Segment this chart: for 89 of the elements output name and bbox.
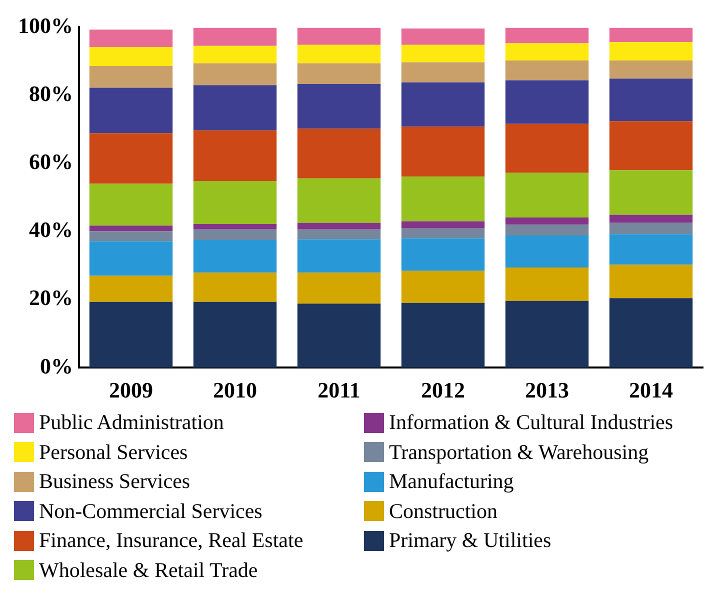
bar xyxy=(297,128,381,178)
bar xyxy=(297,63,381,84)
bar xyxy=(193,272,277,302)
legend-label: Business Services xyxy=(39,469,190,494)
bar xyxy=(609,234,693,265)
bar xyxy=(609,214,693,223)
bar xyxy=(89,226,173,232)
bar xyxy=(297,84,381,129)
bar xyxy=(401,62,485,82)
x-tick-label: 2011 xyxy=(318,377,360,402)
bar xyxy=(193,181,277,224)
x-tick-label: 2013 xyxy=(525,377,569,402)
bar xyxy=(505,268,589,301)
y-tick-label: 60% xyxy=(29,149,73,174)
bar xyxy=(401,228,485,238)
legend-label: Public Administration xyxy=(39,410,224,436)
bar xyxy=(401,270,485,303)
bar xyxy=(297,28,381,45)
bar xyxy=(505,224,589,236)
bar xyxy=(401,44,485,62)
bar xyxy=(89,30,173,47)
bar xyxy=(609,264,693,298)
bar xyxy=(505,124,589,173)
x-tick-label: 2010 xyxy=(213,377,257,402)
x-tick-label: 2012 xyxy=(421,377,465,402)
bar xyxy=(89,133,173,184)
bar xyxy=(297,239,381,273)
bar xyxy=(505,60,589,80)
bar xyxy=(401,221,485,228)
bar xyxy=(89,231,173,242)
bar xyxy=(297,272,381,304)
bar xyxy=(89,46,173,66)
x-tick-label: 2009 xyxy=(109,377,153,402)
bar xyxy=(401,82,485,127)
y-tick-label: 40% xyxy=(29,217,73,242)
bar xyxy=(505,28,589,44)
bar xyxy=(609,28,693,42)
bar xyxy=(401,176,485,222)
bar xyxy=(401,126,485,177)
bar xyxy=(609,121,693,170)
bar xyxy=(297,304,381,368)
bar xyxy=(193,240,277,273)
bar xyxy=(193,130,277,182)
bar xyxy=(193,302,277,368)
bar xyxy=(609,60,693,79)
bar xyxy=(89,88,173,134)
bar xyxy=(609,298,693,368)
bar xyxy=(609,222,693,234)
bar xyxy=(89,241,173,276)
bar xyxy=(505,217,589,225)
legend-label: Non-Commercial Services xyxy=(39,498,262,524)
bar xyxy=(193,224,277,230)
bar xyxy=(609,78,693,122)
legend-label: Transportation & Warehousing xyxy=(389,440,649,465)
bar xyxy=(505,300,589,368)
bar xyxy=(401,28,485,45)
bar xyxy=(89,276,173,302)
bar xyxy=(193,46,277,64)
legend-label: Personal Services xyxy=(39,440,188,465)
bar xyxy=(609,170,693,215)
y-tick-label: 100% xyxy=(18,12,73,38)
legend-label: Construction xyxy=(389,498,498,524)
bar xyxy=(297,44,381,64)
bar xyxy=(193,63,277,86)
bar xyxy=(89,66,173,88)
bar xyxy=(297,229,381,240)
bar xyxy=(505,43,589,61)
legend-label: Finance, Insurance, Real Estate xyxy=(39,528,304,554)
legend-label: Information & Cultural Industries xyxy=(389,410,674,436)
bar xyxy=(401,238,485,271)
y-tick-label: 0% xyxy=(40,353,73,378)
bar xyxy=(193,85,277,130)
bar xyxy=(193,28,277,46)
bar xyxy=(89,184,173,226)
bar xyxy=(297,178,381,223)
legend-label: Wholesale & Retail Trade xyxy=(39,558,258,583)
x-tick-label: 2014 xyxy=(629,377,673,402)
legend-label: Manufacturing xyxy=(389,469,514,494)
bar xyxy=(609,42,693,61)
bar xyxy=(505,172,589,218)
bar xyxy=(89,302,173,368)
bar xyxy=(401,302,485,368)
bar xyxy=(193,229,277,240)
y-tick-label: 20% xyxy=(29,285,73,310)
y-tick-label: 80% xyxy=(29,80,73,106)
bar xyxy=(505,80,589,124)
bar xyxy=(297,222,381,230)
bar xyxy=(505,236,589,268)
legend-label: Primary & Utilities xyxy=(389,528,552,554)
